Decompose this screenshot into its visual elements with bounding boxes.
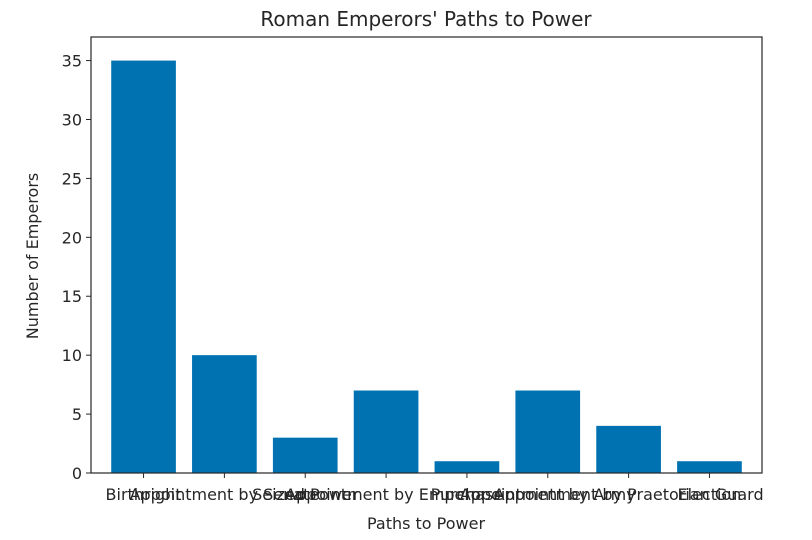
y-axis: 0 5 10 15 20 25 30 35 xyxy=(62,52,91,483)
y-tick-label-5: 25 xyxy=(62,169,82,188)
y-tick-label-7: 35 xyxy=(62,52,82,71)
x-axis-label: Paths to Power xyxy=(367,514,486,533)
y-tick-label-4: 20 xyxy=(62,228,82,247)
x-tick-label-1: Appointment by Senate xyxy=(130,485,320,504)
x-tick-label-7: Election xyxy=(678,485,742,504)
x-tick-label-5: Appointment by Army xyxy=(460,485,636,504)
bar-2 xyxy=(272,437,338,473)
x-tick-label-0: Birthright xyxy=(106,485,182,504)
bar-7 xyxy=(677,461,742,473)
y-tick-label-6: 30 xyxy=(62,110,82,129)
bar-0 xyxy=(111,60,176,473)
bar-5 xyxy=(515,390,581,473)
bar-1 xyxy=(192,355,257,473)
y-tick-label-3: 15 xyxy=(62,287,82,306)
y-tick-label-0: 0 xyxy=(72,464,82,483)
chart-title: Roman Emperors' Paths to Power xyxy=(260,7,592,31)
x-tick-label-4: Purchase xyxy=(431,485,504,504)
y-tick-label-1: 5 xyxy=(72,405,82,424)
y-axis-label: Number of Emperors xyxy=(23,173,42,340)
bars-layer xyxy=(111,60,742,473)
x-tick-label-3: Appointment by Emperor xyxy=(285,485,487,504)
x-tick-label-2: Seized Power xyxy=(252,485,359,504)
x-tick-label-6: Appointment by Praetorian Guard xyxy=(494,485,764,504)
plot-frame xyxy=(90,36,763,474)
bar-3 xyxy=(353,390,419,473)
bar-4 xyxy=(434,461,500,473)
bar-6 xyxy=(596,425,661,473)
y-tick-label-2: 10 xyxy=(62,346,82,365)
